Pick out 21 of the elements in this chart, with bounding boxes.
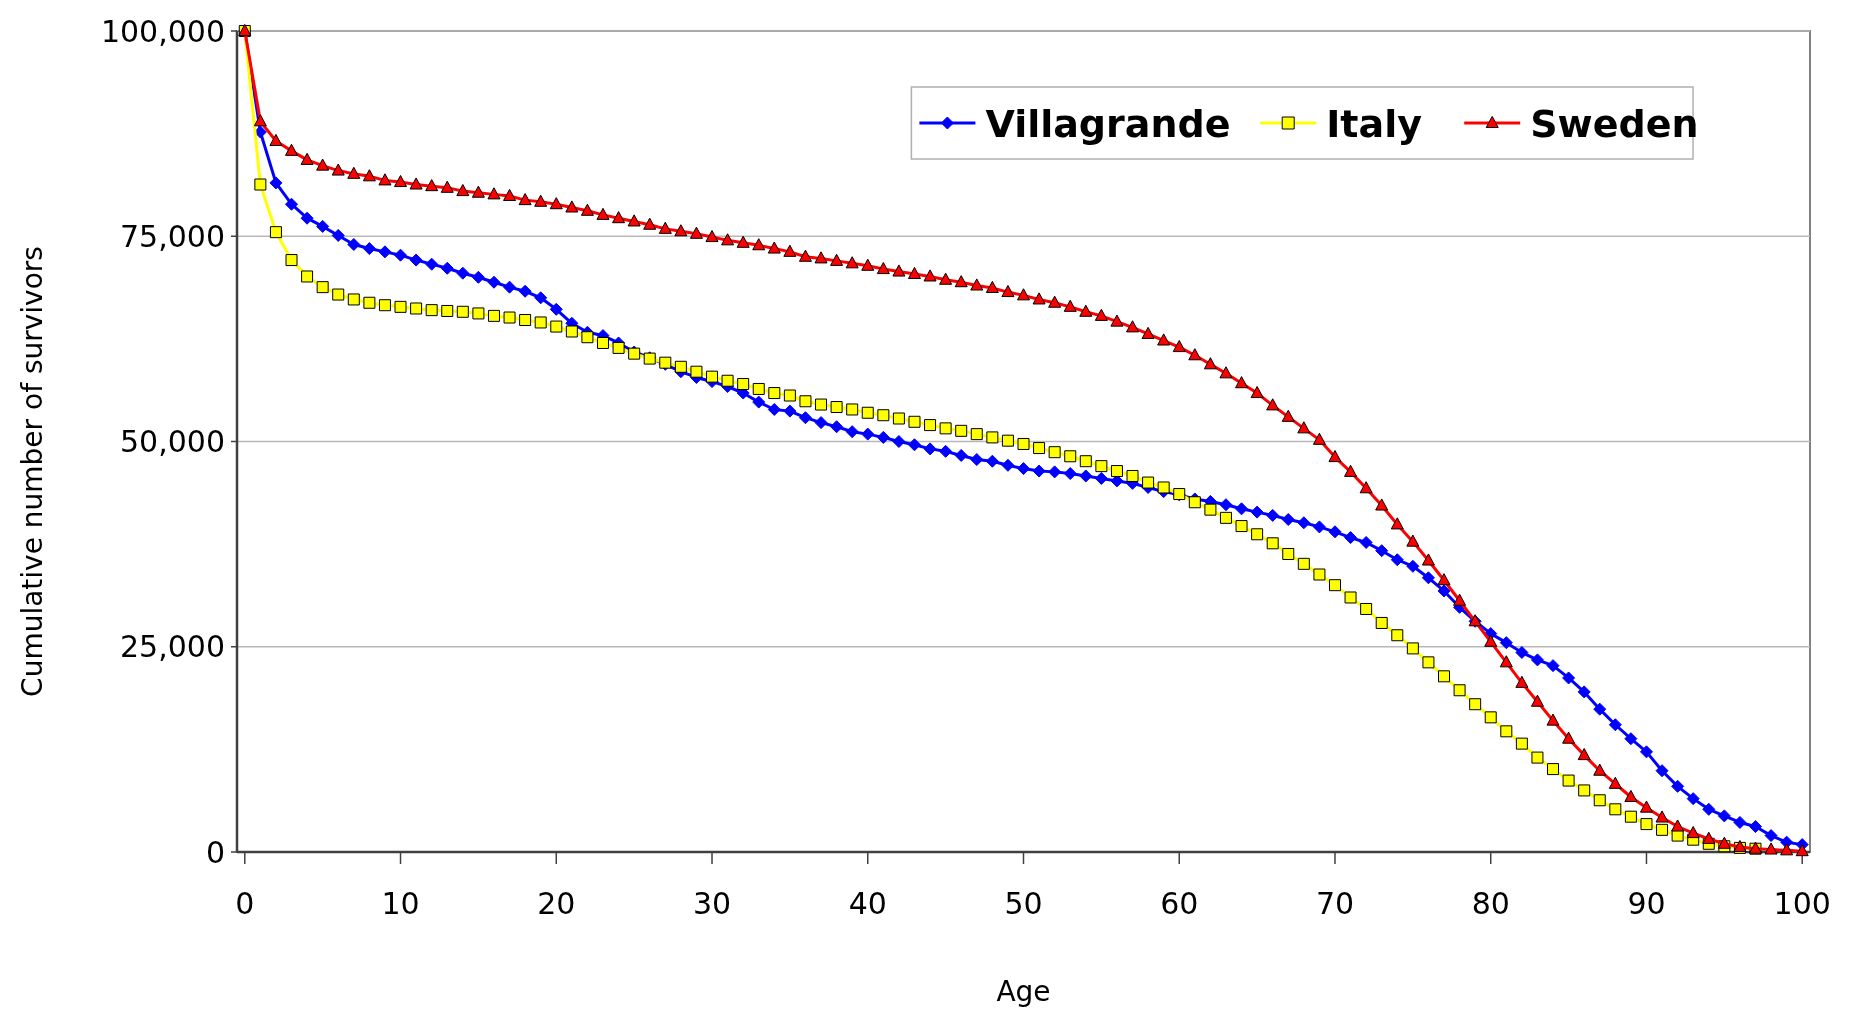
x-tick-label: 70: [1315, 886, 1355, 921]
y-tick-label: 75,000: [120, 218, 225, 254]
x-tick-label: 50: [1004, 886, 1043, 921]
x-tick-label: 80: [1471, 886, 1510, 921]
x-tick-label: 20: [537, 886, 576, 921]
y-tick-label: 0: [205, 834, 225, 870]
x-axis-title: Age: [996, 975, 1051, 1008]
y-tick-label: 25,000: [120, 629, 225, 665]
x-tick-label: 30: [692, 886, 732, 921]
y-tick-label: 100,000: [100, 13, 225, 49]
x-tick-label: 90: [1627, 886, 1666, 921]
legend-label: Villagrande: [985, 101, 1231, 146]
x-tick-label: 40: [848, 886, 887, 921]
y-axis-title: Cumulative number of survivors: [16, 246, 49, 697]
legend-label: Sweden: [1530, 101, 1699, 146]
x-tick-label: 100: [1773, 886, 1831, 921]
legend-label: Italy: [1326, 101, 1423, 146]
x-tick-label: 60: [1160, 886, 1199, 921]
y-tick-label: 50,000: [120, 424, 225, 459]
x-tick-label: 10: [381, 886, 420, 921]
x-tick-label: 0: [235, 886, 255, 921]
